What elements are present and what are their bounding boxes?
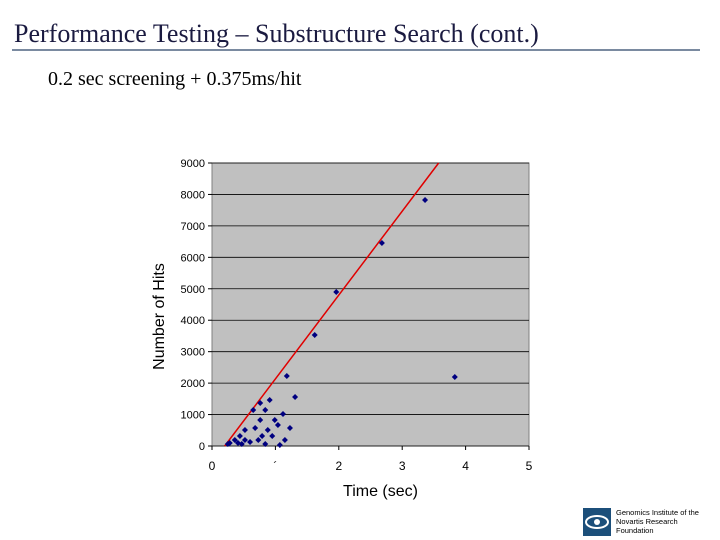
logo-text: Novartis Research — [616, 517, 678, 526]
data-point — [264, 426, 271, 433]
y-tick-label: 7000 — [181, 221, 205, 233]
data-point — [259, 433, 266, 440]
data-point — [274, 421, 281, 428]
logo — [583, 508, 611, 536]
data-point — [276, 441, 283, 448]
x-tick-label: 5 — [526, 459, 533, 473]
x-tick-label: 2 — [335, 459, 342, 473]
data-point — [266, 396, 273, 403]
data-point — [257, 399, 264, 406]
logo-text: Foundation — [616, 526, 654, 535]
data-point — [422, 196, 429, 203]
data-point — [238, 440, 245, 447]
data-point — [281, 436, 288, 443]
data-point — [250, 406, 257, 413]
x-tick-label: 0 — [209, 459, 216, 473]
x-axis-title: Time (sec) — [343, 483, 418, 500]
data-point — [262, 406, 269, 413]
plot-area — [211, 162, 530, 447]
logo-eye — [585, 515, 609, 529]
data-point — [451, 373, 458, 380]
y-tick-label: 5000 — [181, 284, 205, 296]
data-point — [292, 394, 299, 401]
x-tick-label: 3 — [399, 459, 406, 473]
data-point — [269, 433, 276, 440]
y-tick-label: 6000 — [181, 252, 205, 264]
logo-pupil — [594, 519, 600, 525]
data-point — [257, 416, 264, 423]
y-tick-label: 3000 — [181, 347, 205, 359]
slide-title: Performance Testing – Substructure Searc… — [14, 19, 539, 48]
y-tick-label: 1000 — [181, 410, 205, 422]
y-tick-label: 4000 — [181, 315, 205, 327]
data-point — [280, 410, 287, 417]
subtitle: 0.2 sec screening + 0.375ms/hit — [48, 68, 302, 90]
y-tick-label: 9000 — [181, 158, 205, 170]
x-tick-label: ´ — [273, 459, 277, 473]
data-point — [311, 331, 318, 338]
logo-text: Genomics Institute of the — [616, 508, 699, 517]
y-tick-label: 2000 — [181, 378, 205, 390]
data-point — [224, 440, 231, 447]
data-point — [286, 424, 293, 431]
y-axis-title: Number of Hits — [151, 263, 168, 370]
data-point — [252, 424, 259, 431]
x-tick-label: 4 — [462, 459, 469, 473]
data-point — [271, 416, 278, 423]
data-point — [283, 373, 290, 380]
fit-line — [224, 162, 440, 447]
data-point — [378, 239, 385, 246]
data-point — [255, 436, 262, 443]
y-tick-label: 8000 — [181, 189, 205, 201]
data-point — [247, 439, 254, 446]
data-point — [236, 433, 243, 440]
data-point — [241, 426, 248, 433]
data-point — [241, 436, 248, 443]
data-point — [231, 436, 238, 443]
data-point — [262, 440, 269, 447]
y-tick-label: 0 — [199, 441, 205, 453]
data-point — [333, 288, 340, 295]
